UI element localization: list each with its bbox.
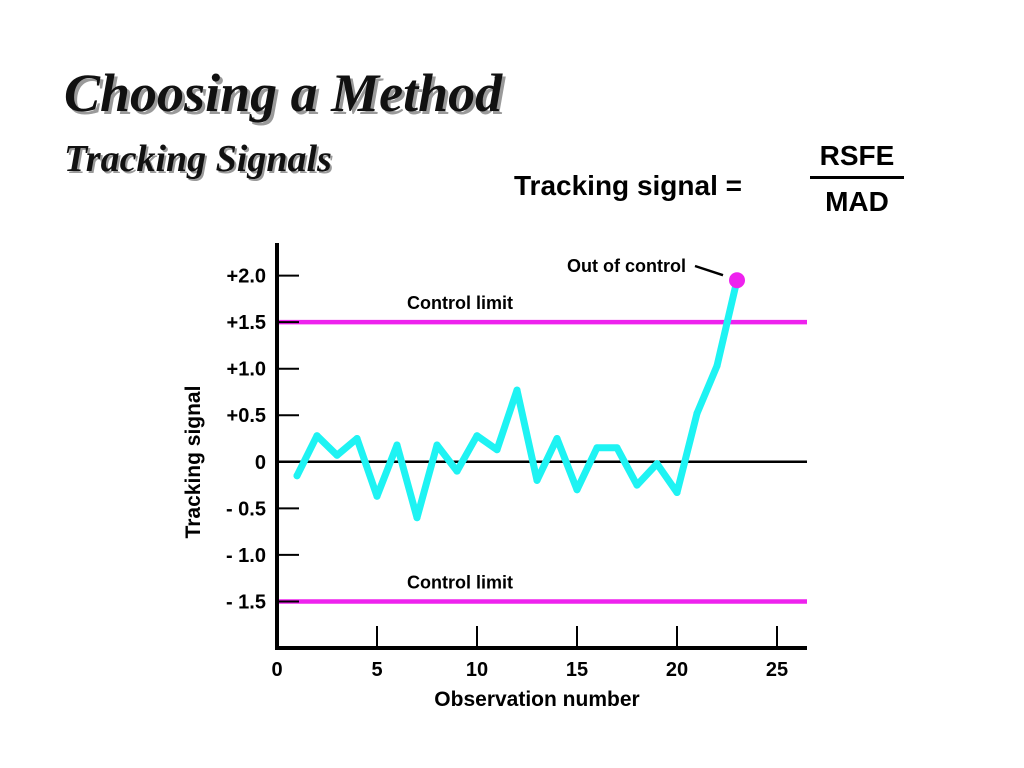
- data-point: [674, 489, 681, 496]
- data-point: [614, 444, 621, 451]
- data-point: [354, 435, 361, 442]
- data-point: [694, 410, 701, 417]
- tracking-signal-series-line: [297, 280, 737, 518]
- data-point: [514, 387, 521, 394]
- data-point: [574, 486, 581, 493]
- x-axis-title: Observation number: [434, 688, 639, 711]
- y-tick-label: +2.0: [227, 266, 266, 288]
- data-point: [454, 468, 461, 475]
- x-tick-label: 25: [766, 659, 788, 681]
- control-limit-label: Control limit: [407, 572, 513, 592]
- out-of-control-label: Out of control: [567, 256, 686, 276]
- data-point: [554, 435, 561, 442]
- x-tick-label: 20: [666, 659, 688, 681]
- data-point: [394, 442, 401, 449]
- tracking-signal-chart: Control limit Control limit +2.0 +1.5 +1.0 +0…: [0, 0, 1024, 768]
- x-tick-label: 15: [566, 659, 588, 681]
- y-tick-label: - 0.5: [226, 498, 266, 520]
- x-tick-label: 10: [466, 659, 488, 681]
- data-point: [534, 477, 541, 484]
- y-axis-title: Tracking signal: [182, 386, 205, 539]
- data-point: [434, 442, 441, 449]
- data-point: [634, 482, 641, 489]
- y-tick-label: +1.0: [227, 359, 266, 381]
- data-point: [334, 452, 341, 459]
- data-point: [594, 444, 601, 451]
- out-of-control-point: [729, 272, 745, 288]
- data-point: [654, 460, 661, 467]
- control-limit-label: Control limit: [407, 293, 513, 313]
- data-point: [474, 432, 481, 439]
- data-point: [414, 514, 421, 521]
- data-point: [714, 362, 721, 369]
- data-point: [294, 472, 301, 479]
- data-point: [374, 493, 381, 500]
- x-tick-label: 0: [271, 659, 282, 681]
- data-point: [314, 432, 321, 439]
- y-tick-label: 0: [255, 452, 266, 474]
- data-point: [494, 446, 501, 453]
- x-tick-label: 5: [371, 659, 382, 681]
- y-tick-label: +0.5: [227, 405, 266, 427]
- y-tick-label: +1.5: [227, 312, 266, 334]
- y-tick-label: - 1.5: [226, 591, 266, 613]
- out-of-control-leader: [695, 266, 723, 275]
- y-tick-label: - 1.0: [226, 545, 266, 567]
